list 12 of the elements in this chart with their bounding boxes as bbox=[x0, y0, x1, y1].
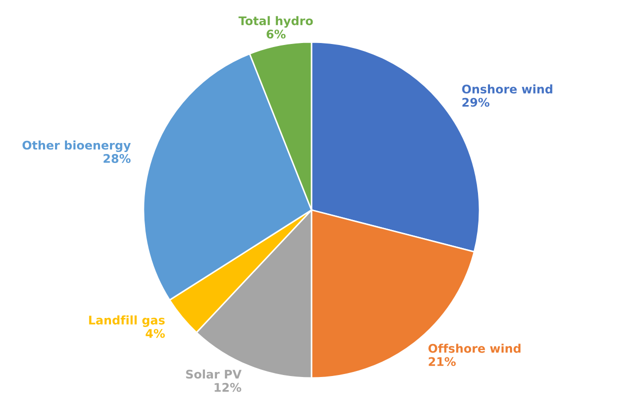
slice-label: Landfill gas bbox=[89, 315, 165, 327]
data-label: 21% bbox=[428, 357, 456, 366]
slice-label: Total hydro bbox=[238, 16, 313, 28]
slice-label: Offshore wind bbox=[428, 344, 520, 353]
slice-label: Solar PV bbox=[186, 370, 242, 379]
data-label: 12% bbox=[214, 382, 242, 392]
data-label: 6% bbox=[266, 30, 286, 39]
data-label: 28% bbox=[104, 154, 131, 163]
slice-label: Other bioenergy bbox=[22, 140, 131, 152]
data-label: 4% bbox=[146, 328, 165, 338]
data-label: 29% bbox=[462, 98, 490, 107]
slice-label: Onshore wind bbox=[462, 84, 552, 94]
